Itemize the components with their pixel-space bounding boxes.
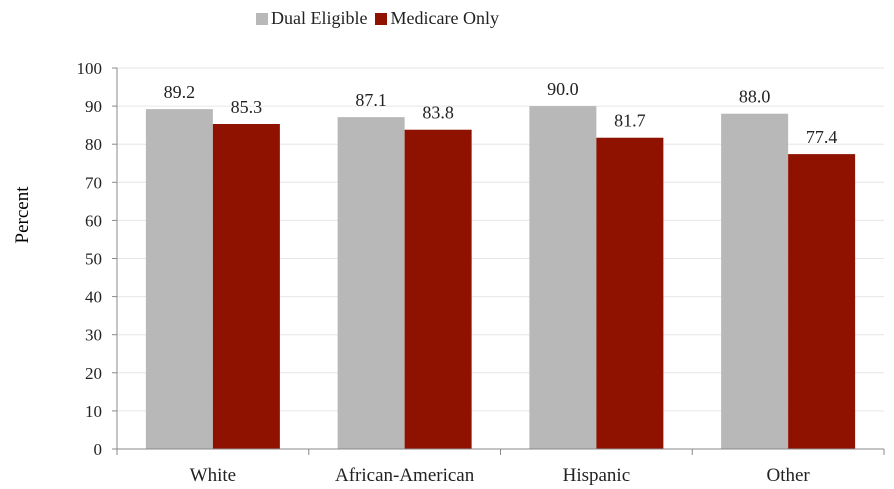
bar-dual-eligible: [721, 113, 789, 449]
y-axis-label: Percent: [12, 186, 33, 244]
bar-medicare-only: [596, 137, 664, 449]
data-label: 89.2: [164, 82, 196, 102]
y-tick-label: 40: [85, 288, 102, 307]
bar-dual-eligible: [337, 117, 405, 450]
data-label: 88.0: [739, 87, 771, 107]
x-tick-label: White: [190, 465, 236, 486]
legend-swatch-dual-eligible: [256, 12, 268, 25]
data-label: 87.1: [355, 90, 387, 110]
x-tick-label: African-American: [335, 465, 475, 486]
data-label: 81.7: [614, 111, 646, 131]
axes: 0 10 20 30 40 50 60 70 80 90 100 White African-Ameri…: [77, 59, 885, 486]
y-tick-label: 60: [85, 211, 102, 230]
bars: [145, 106, 856, 450]
bar-medicare-only: [212, 124, 280, 449]
bar-dual-eligible: [145, 109, 213, 449]
x-tick-label: Hispanic: [563, 465, 631, 486]
data-label: 83.8: [422, 103, 454, 123]
data-label: 85.3: [231, 97, 263, 117]
bar-medicare-only: [404, 129, 472, 450]
bar-medicare-only: [788, 154, 856, 449]
y-tick-label: 50: [85, 250, 102, 269]
y-tick-label: 30: [85, 326, 102, 345]
y-tick-label: 90: [85, 97, 102, 116]
y-tick-label: 10: [85, 402, 102, 421]
x-tick-label: Other: [766, 465, 810, 486]
legend-label-medicare-only: Medicare Only: [390, 8, 499, 28]
y-tick-label: 80: [85, 135, 102, 154]
legend-label-dual-eligible: Dual Eligible: [271, 8, 368, 28]
data-labels: 89.2 85.3 87.1 83.8 90.0 81.7 88.0 77.4: [164, 79, 838, 147]
legend-item-dual-eligible: Dual Eligible: [256, 8, 367, 29]
y-tick-label: 20: [85, 364, 102, 383]
legend: Dual Eligible Medicare Only: [256, 8, 507, 29]
y-tick-label: 0: [94, 440, 103, 459]
data-label: 90.0: [547, 79, 579, 99]
bar-dual-eligible: [529, 106, 597, 449]
data-label: 77.4: [806, 127, 838, 147]
legend-swatch-medicare-only: [375, 12, 388, 25]
y-tick-label: 70: [85, 173, 102, 192]
y-tick-label: 100: [77, 59, 103, 78]
legend-item-medicare-only: Medicare Only: [375, 8, 499, 29]
